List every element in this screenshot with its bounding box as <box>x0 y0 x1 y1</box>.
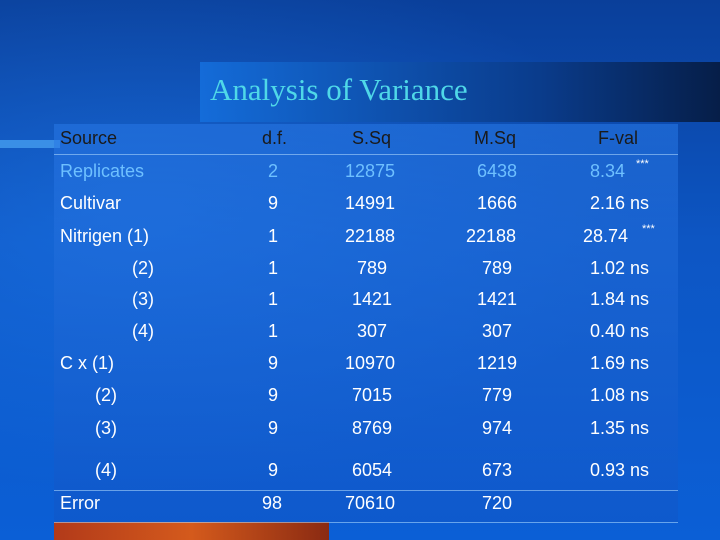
row-msq: 1219 <box>477 353 518 373</box>
row-df: 2 <box>268 161 279 181</box>
row-ssq: 6054 <box>352 460 393 480</box>
row-source: (2) <box>132 258 154 278</box>
row-df: 1 <box>268 226 279 246</box>
row-ssq: 789 <box>357 258 388 278</box>
significance-marker: *** <box>642 223 655 235</box>
row-ssq: 1421 <box>352 289 393 309</box>
row-fval: 1.69 ns <box>590 353 650 373</box>
table-bottom-line <box>54 522 678 523</box>
row-msq: 974 <box>482 418 513 438</box>
row-msq: 789 <box>482 258 513 278</box>
row-fval: 2.16 ns <box>590 193 650 213</box>
row-ssq: 14991 <box>345 193 396 213</box>
row-ssq: 8769 <box>352 418 393 438</box>
slide-title: Analysis of Variance <box>210 72 468 107</box>
row-fval: 1.02 ns <box>590 258 650 278</box>
header-df: d.f. <box>262 128 288 148</box>
row-df: 9 <box>268 418 279 438</box>
row-ssq: 307 <box>357 321 388 341</box>
row-ssq: 7015 <box>352 385 393 405</box>
row-msq: 22188 <box>466 226 517 246</box>
row-msq: 779 <box>482 385 513 405</box>
row-ssq: 10970 <box>345 353 396 373</box>
row-source: (4) <box>132 321 154 341</box>
significance-marker: *** <box>636 158 649 170</box>
row-source-error: Error <box>60 493 100 513</box>
header-separator <box>54 154 678 155</box>
error-separator <box>54 490 678 491</box>
row-df: 1 <box>268 258 279 278</box>
row-source: C x (1) <box>60 353 114 373</box>
row-fval: 0.93 ns <box>590 460 650 480</box>
row-ssq: 12875 <box>345 161 396 181</box>
header-msq: M.Sq <box>474 128 517 148</box>
header-ssq: S.Sq <box>352 128 392 148</box>
row-msq: 1666 <box>477 193 518 213</box>
row-msq: 673 <box>482 460 513 480</box>
row-source: Nitrigen (1) <box>60 226 150 246</box>
row-fval: 8.34 <box>590 161 626 181</box>
row-source: Cultivar <box>60 193 122 213</box>
anova-table <box>54 124 678 522</box>
row-fval: 28.74 <box>583 226 629 246</box>
row-msq: 6438 <box>477 161 518 181</box>
row-ssq: 70610 <box>345 493 396 513</box>
row-fval: 1.35 ns <box>590 418 650 438</box>
row-df: 9 <box>268 353 279 373</box>
row-source: (4) <box>95 460 117 480</box>
title-band <box>200 62 720 122</box>
accent-bar <box>0 140 60 148</box>
row-fval: 1.08 ns <box>590 385 650 405</box>
row-source: (2) <box>95 385 117 405</box>
row-source: (3) <box>95 418 117 438</box>
row-df: 1 <box>268 289 279 309</box>
header-fval: F-val <box>598 128 638 148</box>
row-source: Replicates <box>60 161 145 181</box>
row-df: 1 <box>268 321 279 341</box>
row-msq: 720 <box>482 493 513 513</box>
row-source: (3) <box>132 289 154 309</box>
bottom-accent-strip <box>54 522 329 540</box>
row-df: 98 <box>262 493 283 513</box>
row-fval: 0.40 ns <box>590 321 650 341</box>
row-fval: 1.84 ns <box>590 289 650 309</box>
row-msq: 1421 <box>477 289 518 309</box>
row-msq: 307 <box>482 321 513 341</box>
row-ssq: 22188 <box>345 226 396 246</box>
row-df: 9 <box>268 460 279 480</box>
header-source: Source <box>60 128 118 148</box>
row-df: 9 <box>268 193 279 213</box>
row-df: 9 <box>268 385 279 405</box>
